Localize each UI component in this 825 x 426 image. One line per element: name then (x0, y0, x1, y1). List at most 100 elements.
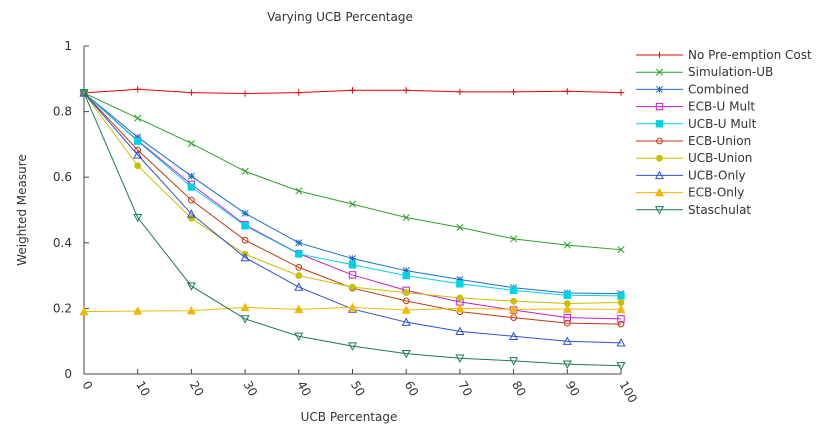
data-point (402, 297, 410, 305)
data-point (295, 250, 303, 258)
data-point (348, 271, 357, 279)
data-point (456, 294, 464, 302)
data-point (402, 289, 410, 297)
data-point (456, 280, 464, 288)
data-point (134, 86, 141, 93)
x-tick-label: 40 (294, 379, 314, 399)
legend-marker (656, 51, 663, 59)
data-point (455, 303, 465, 313)
data-point (134, 162, 142, 170)
x-axis-ticks: 0 10 20 30 40 50 60 70 80 90 100 (79, 369, 640, 405)
data-point (187, 183, 196, 191)
data-point (510, 88, 517, 96)
y-axis-ticks: 0 0.2 0.4 0.6 0.8 1 (53, 39, 89, 381)
data-point (241, 167, 249, 175)
data-point (616, 362, 626, 371)
data-point (617, 315, 625, 323)
data-point (134, 137, 142, 145)
x-tick-label: 100 (616, 379, 640, 406)
data-point (509, 357, 519, 366)
legend-label: UCB-U Mult (688, 117, 757, 131)
legend: No Pre-emption Cost Simulation-UB Combined… (636, 48, 812, 217)
data-point (134, 114, 142, 122)
series-line (83, 92, 622, 251)
x-tick-label: 10 (133, 379, 153, 399)
data-point (240, 302, 250, 312)
plot-area (79, 86, 626, 371)
x-tick-label: 0 (79, 379, 95, 393)
legend-marker (655, 68, 664, 76)
data-point (563, 291, 571, 299)
data-point (617, 292, 625, 300)
legend-item: ECB-Union (636, 134, 751, 148)
x-axis-label: UCB Percentage (301, 410, 398, 424)
series-8 (79, 302, 626, 316)
data-point (456, 275, 464, 284)
data-point (402, 213, 410, 222)
data-point (563, 241, 571, 249)
data-point (402, 271, 410, 280)
series-line (83, 92, 622, 367)
series-1 (80, 89, 625, 254)
data-point (617, 89, 625, 96)
data-point (134, 146, 142, 154)
legend-item: Simulation-UB (636, 65, 773, 79)
data-point (401, 317, 411, 326)
legend-item: Staschulat (636, 203, 751, 217)
x-tick-label: 30 (241, 379, 261, 399)
legend-item: UCB-Only (636, 168, 746, 182)
legend-marker (655, 85, 664, 93)
legend-item: UCB-U Mult (636, 117, 757, 131)
data-point (510, 297, 517, 305)
data-point (616, 304, 626, 314)
data-point (294, 304, 304, 314)
data-point (563, 319, 571, 327)
data-point (186, 209, 196, 218)
x-tick-label: 90 (563, 379, 583, 399)
legend-label: No Pre-emption Cost (688, 48, 812, 62)
legend-item: Combined (636, 82, 749, 96)
x-tick-label: 50 (348, 379, 368, 399)
data-point (349, 87, 356, 94)
data-point (347, 342, 358, 351)
data-point (616, 338, 626, 347)
data-point (510, 314, 517, 321)
data-point (240, 252, 250, 262)
data-point (617, 320, 625, 328)
data-point (79, 306, 89, 316)
y-tick-label: 1 (64, 39, 72, 53)
chart-title: Varying UCB Percentage (267, 10, 413, 24)
data-point (564, 88, 571, 95)
data-point (562, 304, 572, 313)
y-tick-label: 0.6 (53, 170, 72, 184)
data-point (348, 254, 357, 263)
data-point (187, 172, 195, 180)
data-point (186, 305, 196, 315)
data-point (349, 283, 356, 291)
data-point (509, 286, 518, 295)
x-tick-label: 70 (455, 379, 475, 399)
series-9 (79, 89, 626, 371)
data-point (510, 235, 518, 243)
data-point (187, 139, 195, 147)
data-point (455, 326, 465, 336)
data-point (240, 315, 250, 324)
y-tick-label: 0.4 (53, 236, 72, 250)
data-point (456, 223, 464, 231)
y-axis-label: Weighted Measure (15, 154, 29, 266)
legend-item: UCB-Union (636, 151, 752, 165)
data-point (133, 306, 143, 315)
legend-marker (654, 170, 665, 180)
legend-label: ECB-U Mult (688, 100, 755, 114)
data-point (133, 213, 143, 223)
legend-item: No Pre-emption Cost (636, 48, 812, 62)
data-point (188, 89, 195, 96)
data-point (401, 349, 411, 359)
data-point (455, 354, 465, 364)
data-point (509, 304, 519, 314)
x-tick-label: 60 (402, 379, 422, 399)
legend-marker (656, 154, 663, 162)
series-line (83, 92, 622, 320)
data-point (347, 302, 358, 312)
